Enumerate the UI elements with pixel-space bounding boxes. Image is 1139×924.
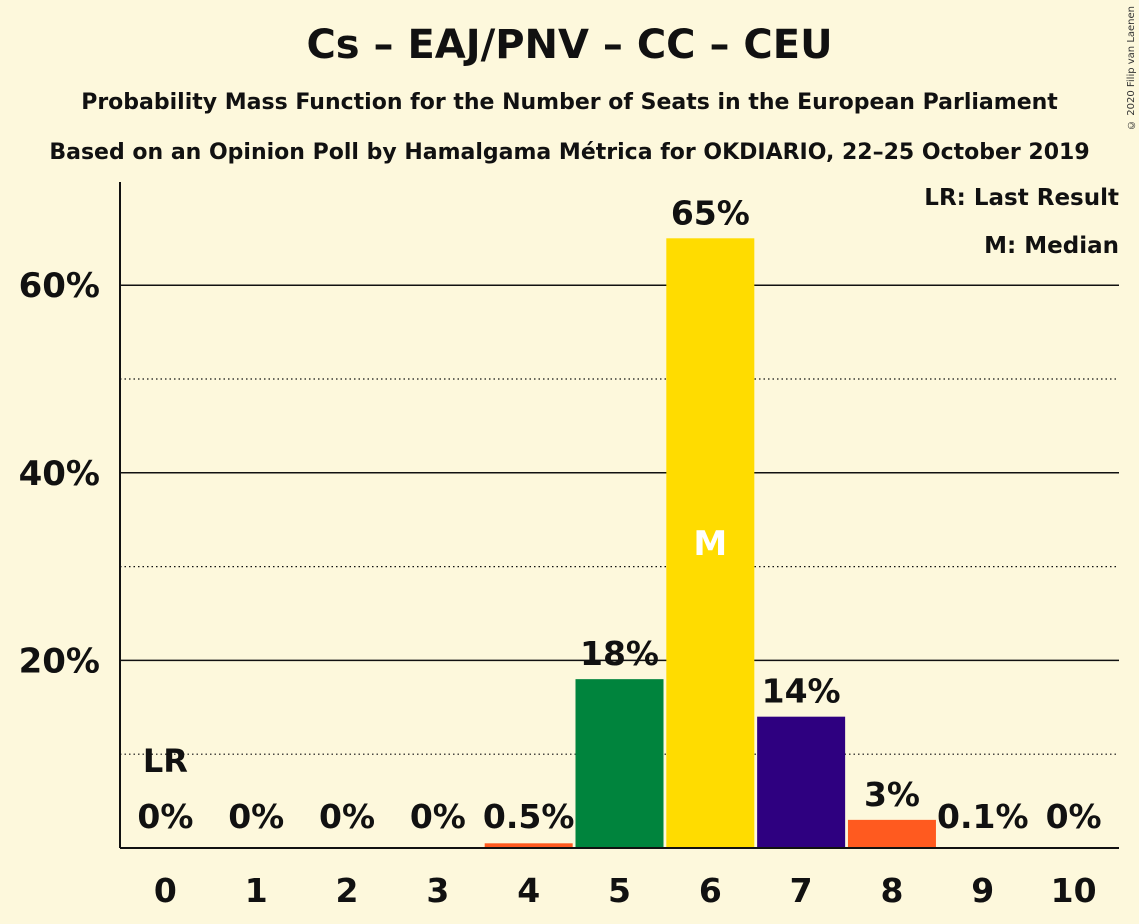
data-label: 0% xyxy=(228,797,284,836)
bar-seats-7 xyxy=(757,716,846,848)
chart-title: Cs – EAJ/PNV – CC – CEU xyxy=(306,22,833,68)
x-tick-label: 9 xyxy=(971,871,994,910)
data-label: 0% xyxy=(319,797,375,836)
bar-seats-8 xyxy=(847,819,936,848)
chart-subtitle: Probability Mass Function for the Number… xyxy=(81,90,1058,115)
data-label: 65% xyxy=(671,193,750,232)
bar-seats-5 xyxy=(575,679,664,848)
x-tick-label: 3 xyxy=(426,871,449,910)
legend-last-result: LR: Last Result xyxy=(924,185,1119,211)
last-result-marker: LR xyxy=(143,742,188,780)
y-tick-label: 60% xyxy=(19,266,100,306)
bar-seats-6 xyxy=(666,238,755,849)
data-label: 0% xyxy=(137,797,193,836)
data-label: 3% xyxy=(864,775,920,814)
x-tick-label: 10 xyxy=(1051,871,1097,910)
y-tick-label: 20% xyxy=(19,641,100,681)
data-label: 0% xyxy=(410,797,466,836)
data-label: 0% xyxy=(1046,797,1102,836)
x-tick-label: 6 xyxy=(699,871,722,910)
median-marker: M xyxy=(693,524,727,564)
data-label: 0.5% xyxy=(483,797,575,836)
x-tick-label: 1 xyxy=(245,871,268,910)
x-tick-label: 5 xyxy=(608,871,631,910)
data-label: 14% xyxy=(762,672,841,711)
data-label: 0.1% xyxy=(937,797,1029,836)
legend-median: M: Median xyxy=(984,233,1119,259)
x-tick-label: 0 xyxy=(154,871,177,910)
x-tick-label: 8 xyxy=(880,871,903,910)
x-tick-label: 7 xyxy=(790,871,813,910)
x-tick-label: 4 xyxy=(517,871,540,910)
y-tick-label: 40% xyxy=(19,454,100,494)
data-label: 18% xyxy=(580,634,659,673)
x-tick-label: 2 xyxy=(336,871,359,910)
bar-seats-4 xyxy=(484,843,573,848)
chart-subtitle-source: Based on an Opinion Poll by Hamalgama Mé… xyxy=(49,140,1090,165)
